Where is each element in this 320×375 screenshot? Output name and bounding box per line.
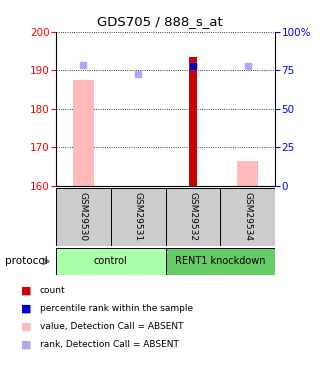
Bar <box>111 188 166 246</box>
Text: protocol: protocol <box>5 256 48 266</box>
Bar <box>73 80 94 186</box>
Bar <box>220 188 275 246</box>
Text: ■: ■ <box>21 286 31 296</box>
Text: GSM29532: GSM29532 <box>188 192 197 242</box>
Text: count: count <box>40 286 66 295</box>
Text: percentile rank within the sample: percentile rank within the sample <box>40 304 193 313</box>
Text: GSM29531: GSM29531 <box>134 192 143 242</box>
Bar <box>189 57 197 186</box>
Text: RENT1 knockdown: RENT1 knockdown <box>175 256 266 266</box>
Text: ■: ■ <box>21 340 31 350</box>
Bar <box>166 188 220 246</box>
Bar <box>56 248 166 274</box>
Bar <box>237 160 258 186</box>
Text: GDS705 / 888_s_at: GDS705 / 888_s_at <box>97 15 223 28</box>
Text: value, Detection Call = ABSENT: value, Detection Call = ABSENT <box>40 322 183 331</box>
Text: control: control <box>94 256 128 266</box>
Text: ■: ■ <box>21 322 31 332</box>
Text: GSM29530: GSM29530 <box>79 192 88 242</box>
Text: ■: ■ <box>21 304 31 313</box>
Bar <box>56 188 111 246</box>
Text: GSM29534: GSM29534 <box>243 192 252 242</box>
Text: rank, Detection Call = ABSENT: rank, Detection Call = ABSENT <box>40 340 179 349</box>
Bar <box>166 248 275 274</box>
